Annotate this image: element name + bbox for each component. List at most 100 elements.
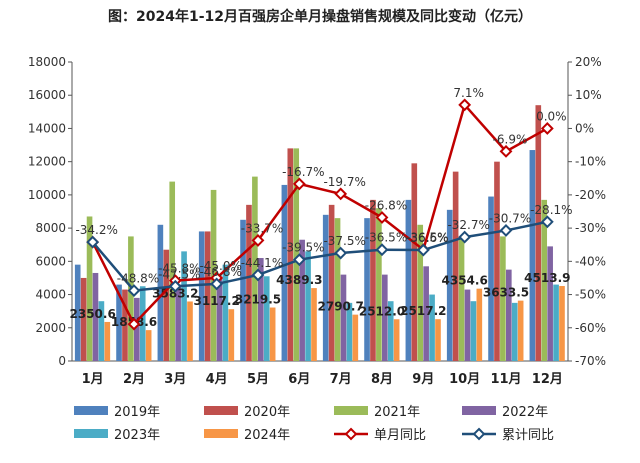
- line-point: [210, 277, 224, 291]
- bar: [80, 277, 87, 361]
- line-data-label: -39.5%: [282, 241, 324, 255]
- line-point: [127, 284, 141, 297]
- x-tick-label: 5月: [247, 372, 269, 387]
- bar: [293, 148, 300, 361]
- bar-data-label: 4354.6: [442, 274, 488, 288]
- line-data-label: -26.8%: [365, 198, 407, 212]
- bar: [411, 163, 418, 361]
- line-point: [416, 243, 430, 257]
- bar: [305, 251, 311, 361]
- right-tick-label: -70%: [575, 354, 606, 368]
- x-tick-label: 8月: [371, 372, 393, 387]
- legend-label: 2023年: [114, 428, 160, 443]
- right-tick-label: 20%: [575, 55, 602, 69]
- legend-swatch: [74, 406, 108, 415]
- x-tick-label: 7月: [330, 372, 352, 387]
- bar: [216, 276, 223, 361]
- line-point: [458, 98, 472, 112]
- bar: [228, 309, 235, 361]
- bar: [98, 301, 105, 361]
- bar: [252, 176, 258, 361]
- bar: [435, 319, 441, 361]
- left-tick-label: 0: [58, 354, 66, 368]
- line-data-label: -28.1%: [530, 203, 572, 217]
- bar: [452, 171, 459, 361]
- line-point: [292, 177, 306, 191]
- bar: [157, 224, 164, 361]
- bar: [541, 199, 548, 361]
- line-point: [458, 230, 472, 244]
- left-tick-label: 18000: [28, 55, 66, 69]
- bar: [175, 284, 181, 361]
- legend-marker: [344, 427, 358, 441]
- bar: [488, 196, 494, 361]
- left-tick-label: 8000: [35, 221, 66, 235]
- line-data-label: -47.5%: [158, 267, 200, 281]
- line-data-label: 7.1%: [453, 86, 484, 100]
- bar: [387, 301, 394, 361]
- line-point: [499, 144, 513, 158]
- legend-swatch: [74, 429, 108, 438]
- x-tick-label: 9月: [412, 372, 434, 387]
- x-tick-label: 4月: [206, 372, 228, 387]
- legend-marker: [472, 427, 486, 441]
- line-point: [334, 187, 348, 201]
- line-point: [375, 211, 389, 224]
- right-tick-label: -30%: [575, 221, 606, 235]
- line-data-label: -45.0%: [199, 259, 241, 273]
- line-point: [86, 235, 100, 249]
- left-tick-label: 2000: [35, 321, 66, 335]
- bar-data-label: 3583.2: [152, 286, 198, 300]
- legend-label: 2019年: [114, 405, 160, 420]
- bar: [382, 274, 388, 361]
- bar-data-label: 3117.2: [194, 294, 240, 308]
- legend-label: 2021年: [374, 405, 420, 420]
- bar: [134, 297, 140, 361]
- bar: [376, 208, 382, 361]
- bar: [547, 246, 553, 361]
- line-point: [168, 279, 182, 293]
- line-data-label: -45.8%: [158, 262, 200, 276]
- bar: [263, 276, 270, 361]
- bar: [145, 330, 152, 361]
- legend-label: 单月同比: [374, 428, 426, 443]
- bar: [517, 300, 524, 361]
- bar: [187, 301, 193, 361]
- left-tick-label: 6000: [35, 254, 66, 268]
- legend-swatch: [462, 406, 496, 415]
- bar: [535, 105, 542, 361]
- right-tick-label: 0%: [575, 121, 594, 135]
- legend-label: 2022年: [502, 405, 548, 420]
- line-point: [540, 215, 554, 229]
- line-data-label: 0.0%: [536, 109, 567, 123]
- line-data-label: -32.7%: [447, 218, 489, 232]
- bar-data-label: 2517.2: [400, 304, 446, 318]
- line-point: [334, 246, 348, 260]
- bar-data-label: 3633.5: [483, 286, 529, 300]
- bar: [559, 286, 565, 361]
- line-data-label: -33.7%: [241, 221, 283, 235]
- x-tick-label: 6月: [288, 372, 310, 387]
- series-line: [91, 220, 548, 292]
- line-data-label: -16.7%: [282, 165, 324, 179]
- bar: [334, 218, 341, 361]
- bar: [393, 319, 400, 361]
- line-point: [251, 233, 265, 247]
- bar: [328, 204, 335, 361]
- bar: [446, 209, 453, 361]
- bar: [494, 161, 500, 361]
- x-tick-label: 10月: [449, 372, 480, 387]
- bar: [364, 218, 370, 361]
- x-tick-label: 2月: [123, 372, 145, 387]
- bar: [464, 289, 471, 361]
- right-tick-label: -60%: [575, 321, 606, 335]
- bar: [405, 199, 412, 361]
- right-tick-label: -50%: [575, 288, 606, 302]
- right-tick-label: -40%: [575, 254, 606, 268]
- bar: [458, 238, 465, 361]
- line-point: [540, 122, 554, 135]
- line-data-label: -37.5%: [323, 234, 365, 248]
- bar: [553, 284, 559, 361]
- line-data-label: -36.5%: [365, 231, 407, 245]
